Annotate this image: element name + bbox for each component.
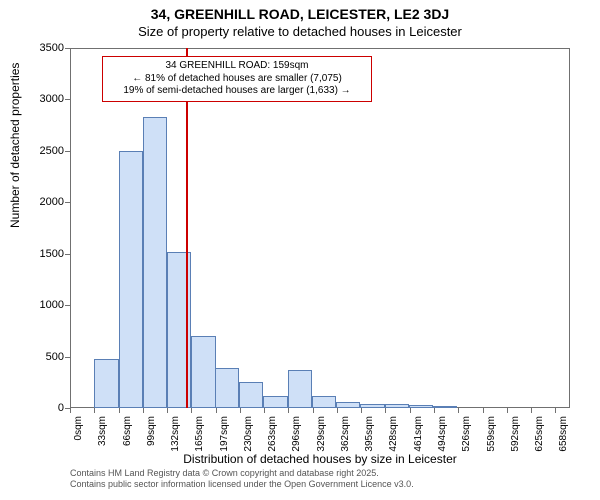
- x-tick-label: 395sqm: [364, 416, 375, 452]
- x-tick-label: 197sqm: [219, 416, 230, 452]
- histogram-bar: [336, 402, 360, 408]
- annotation-line-3: 19% of semi-detached houses are larger (…: [109, 85, 365, 98]
- chart-subtitle: Size of property relative to detached ho…: [0, 24, 600, 39]
- x-tick-label: 132sqm: [170, 416, 181, 452]
- x-tick: [288, 408, 289, 413]
- y-axis-label: Number of detached properties: [8, 63, 22, 228]
- histogram-bar: [143, 117, 167, 408]
- x-tick-label: 296sqm: [291, 416, 302, 452]
- y-tick-label: 3000: [40, 93, 64, 105]
- chart-title: 34, GREENHILL ROAD, LEICESTER, LE2 3DJ: [0, 6, 600, 22]
- x-tick: [385, 408, 386, 413]
- y-tick: [65, 357, 70, 358]
- x-tick-label: 461sqm: [413, 416, 424, 452]
- x-tick-label: 99sqm: [146, 416, 157, 446]
- plot-area: 34 GREENHILL ROAD: 159sqm← 81% of detach…: [70, 48, 570, 408]
- x-tick-label: 263sqm: [267, 416, 278, 452]
- x-tick-label: 165sqm: [194, 416, 205, 452]
- x-tick: [191, 408, 192, 413]
- annotation-line-2: ← 81% of detached houses are smaller (7,…: [109, 73, 365, 86]
- x-tick: [313, 408, 314, 413]
- x-tick-label: 559sqm: [486, 416, 497, 452]
- y-tick: [65, 151, 70, 152]
- histogram-bar: [215, 368, 239, 408]
- y-tick-label: 0: [58, 402, 64, 414]
- histogram-bar: [263, 396, 287, 408]
- x-tick: [410, 408, 411, 413]
- y-tick: [65, 254, 70, 255]
- x-tick: [94, 408, 95, 413]
- x-tick: [240, 408, 241, 413]
- x-tick-label: 592sqm: [510, 416, 521, 452]
- y-tick-label: 1000: [40, 299, 64, 311]
- histogram-bar: [239, 382, 263, 408]
- x-tick: [167, 408, 168, 413]
- histogram-bar: [433, 406, 457, 408]
- chart-container: 34, GREENHILL ROAD, LEICESTER, LE2 3DJ S…: [0, 0, 600, 500]
- histogram-bar: [94, 359, 118, 408]
- x-tick-label: 66sqm: [122, 416, 133, 446]
- histogram-bar: [119, 151, 143, 408]
- y-tick: [65, 48, 70, 49]
- annotation-line-1: 34 GREENHILL ROAD: 159sqm: [109, 60, 365, 73]
- x-tick: [70, 408, 71, 413]
- x-tick-label: 428sqm: [388, 416, 399, 452]
- x-tick: [434, 408, 435, 413]
- annotation-box: 34 GREENHILL ROAD: 159sqm← 81% of detach…: [102, 56, 372, 102]
- y-tick: [65, 99, 70, 100]
- y-tick-label: 500: [46, 351, 64, 363]
- y-tick-label: 2000: [40, 196, 64, 208]
- x-tick-label: 230sqm: [243, 416, 254, 452]
- x-tick-label: 526sqm: [461, 416, 472, 452]
- x-tick-label: 33sqm: [97, 416, 108, 446]
- histogram-bar: [191, 336, 215, 408]
- histogram-bar: [288, 370, 312, 408]
- x-tick: [337, 408, 338, 413]
- footer-line-1: Contains HM Land Registry data © Crown c…: [70, 468, 414, 479]
- histogram-bar: [385, 404, 409, 408]
- footer-line-2: Contains public sector information licen…: [70, 479, 414, 490]
- x-tick: [143, 408, 144, 413]
- x-tick: [555, 408, 556, 413]
- x-tick-label: 658sqm: [558, 416, 569, 452]
- histogram-bar: [360, 404, 384, 408]
- x-tick-label: 0sqm: [73, 416, 84, 440]
- x-axis-label: Distribution of detached houses by size …: [70, 452, 570, 466]
- x-tick-label: 362sqm: [340, 416, 351, 452]
- y-tick-label: 2500: [40, 145, 64, 157]
- x-tick: [216, 408, 217, 413]
- y-tick: [65, 202, 70, 203]
- x-tick: [507, 408, 508, 413]
- y-tick: [65, 305, 70, 306]
- footer-attribution: Contains HM Land Registry data © Crown c…: [70, 468, 414, 490]
- x-tick: [119, 408, 120, 413]
- x-tick-label: 329sqm: [316, 416, 327, 452]
- x-tick: [483, 408, 484, 413]
- x-tick: [361, 408, 362, 413]
- x-tick-label: 625sqm: [534, 416, 545, 452]
- x-tick: [458, 408, 459, 413]
- x-tick: [531, 408, 532, 413]
- histogram-bar: [409, 405, 433, 408]
- x-tick-label: 494sqm: [437, 416, 448, 452]
- x-tick: [264, 408, 265, 413]
- y-tick-label: 3500: [40, 42, 64, 54]
- reference-line: [186, 48, 188, 408]
- histogram-bar: [312, 396, 336, 408]
- y-tick-label: 1500: [40, 248, 64, 260]
